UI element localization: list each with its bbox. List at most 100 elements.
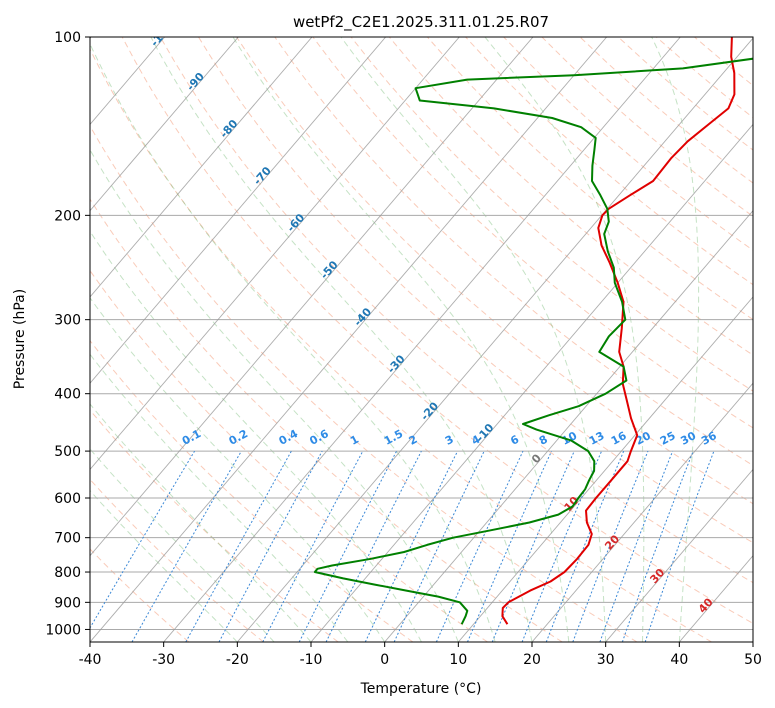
x-tick-label: -20 [226, 652, 249, 668]
isotherm-line [457, 296, 753, 642]
isotherm-line [531, 382, 753, 642]
mixing-ratio-line [185, 450, 292, 642]
mixing-ratio-line [599, 450, 674, 642]
moist-adiabat-line [484, 37, 645, 642]
isotherm-line [90, 37, 534, 557]
x-tick-label: 0 [380, 652, 389, 668]
isotherm-line [384, 210, 753, 642]
isotherm-line [90, 37, 239, 212]
moist-adiabat-line [651, 37, 700, 642]
mixing-ratio-label: 0.2 [227, 427, 250, 448]
y-tick-label: 200 [54, 208, 81, 224]
isotherm-line [236, 37, 753, 642]
moist-adiabat-line [90, 403, 312, 642]
dry-adiabat-line [236, 37, 753, 505]
moist-adiabat-line [90, 42, 496, 642]
moist-adiabat-line [90, 296, 386, 642]
moist-adiabat-line [90, 230, 422, 642]
isotherm-line [163, 37, 681, 642]
mixing-ratio-line [491, 450, 575, 642]
x-tick-label: -40 [79, 652, 102, 668]
mixing-ratio-label: 25 [658, 429, 678, 448]
mixing-ratio-line [521, 450, 603, 642]
mixing-ratio-line [621, 450, 694, 642]
moist-adiabat-line [232, 37, 570, 642]
mixing-ratio-label: 36 [699, 429, 719, 448]
mixing-ratio-line [131, 450, 242, 642]
mixing-ratio-line [298, 450, 398, 642]
mixing-ratio-line [393, 450, 485, 642]
plot-frame [89, 36, 754, 643]
x-axis-label: Temperature (°C) [360, 681, 482, 697]
y-tick-label: 900 [54, 595, 81, 611]
isotherm-label: -80 [218, 117, 241, 141]
dry-adiabat-line [121, 37, 753, 624]
dry-adiabat-line [541, 37, 753, 217]
isotherm-label: 0 [529, 451, 544, 466]
isotherm-label: 40 [696, 595, 716, 615]
mixing-ratio-label: 1 [348, 433, 361, 448]
isotherm-line [605, 468, 753, 642]
y-tick-label: 100 [54, 30, 81, 46]
mixing-ratio-line [90, 450, 196, 629]
dry-adiabat-line [274, 37, 753, 467]
isotherm-label: -50 [318, 258, 341, 282]
isotherm-label: -20 [418, 399, 441, 423]
mixing-ratio-line [644, 450, 715, 642]
dry-adiabat-line [90, 125, 638, 642]
dry-adiabat-line [198, 37, 753, 544]
isotherm-line [90, 37, 460, 471]
isotherm-label: 20 [602, 532, 622, 552]
x-tick-label: 10 [449, 652, 467, 668]
moist-adiabat-line [90, 448, 275, 642]
isotherm-label: -100 [148, 20, 176, 49]
isotherm-line [90, 37, 608, 642]
moist-adiabat-line [340, 37, 607, 642]
mixing-ratio-label: 6 [508, 433, 521, 448]
isotherm-label: 30 [647, 566, 667, 586]
dry-adiabat-line [350, 37, 753, 392]
isotherm-label: -90 [184, 70, 207, 94]
dry-adiabat-line [90, 409, 339, 642]
isotherm-line [310, 123, 753, 642]
x-tick-label: 30 [597, 652, 615, 668]
mixing-ratio-label: 8 [537, 433, 550, 448]
dry-adiabat-line [90, 269, 488, 642]
isotherm-line [678, 555, 753, 642]
x-tick-label: -10 [300, 652, 323, 668]
y-tick-label: 700 [54, 531, 81, 547]
mixing-ratio-line [218, 450, 323, 642]
mixing-ratio-label: 2 [407, 433, 420, 448]
dry-adiabat-line [90, 548, 190, 642]
dry-adiabat-line [312, 37, 753, 429]
moist-adiabat-line [90, 353, 349, 642]
moist-adiabat-line [150, 37, 533, 642]
isotherm-label: -40 [351, 305, 374, 329]
y-tick-label: 500 [54, 444, 81, 460]
y-tick-label: 1000 [45, 622, 81, 638]
y-axis: 100 200 300 400 500 600 700 800 900 1000 [45, 30, 90, 638]
x-tick-label: 50 [744, 652, 762, 668]
mixing-ratio-line [364, 450, 459, 642]
dry-adiabat-line [90, 339, 414, 642]
chart-title: wetPf2_C2E1.2025.311.01.25.R07 [293, 13, 549, 32]
dry-adiabat-line [388, 37, 753, 356]
mixing-ratio-line [572, 450, 649, 642]
temperature-profile [501, 37, 736, 625]
y-tick-label: 600 [54, 491, 81, 507]
x-tick-label: -30 [152, 652, 175, 668]
y-tick-label: 300 [54, 313, 81, 329]
mixing-ratio-line [545, 450, 625, 642]
mixing-ratio-label: 0.4 [277, 427, 301, 448]
mixing-ratio-line [325, 450, 422, 642]
dry-adiabat-line [617, 37, 753, 151]
mixing-ratio-label: 16 [609, 429, 629, 448]
moist-adiabat-line [90, 148, 459, 642]
moist-adiabat-line [90, 489, 238, 642]
dry-adiabat-line [159, 37, 753, 584]
dewpoint-profile [313, 57, 753, 625]
y-axis-label: Pressure (hPa) [12, 289, 28, 389]
dry-adiabat-line [656, 37, 753, 119]
dry-adiabat-line [427, 37, 753, 321]
